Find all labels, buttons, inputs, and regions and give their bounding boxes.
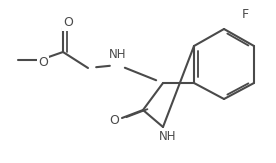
Text: NH: NH bbox=[109, 47, 127, 60]
Text: O: O bbox=[63, 16, 73, 30]
Text: F: F bbox=[242, 8, 249, 22]
Text: O: O bbox=[109, 114, 119, 127]
Text: NH: NH bbox=[159, 131, 177, 143]
Text: O: O bbox=[38, 57, 48, 69]
